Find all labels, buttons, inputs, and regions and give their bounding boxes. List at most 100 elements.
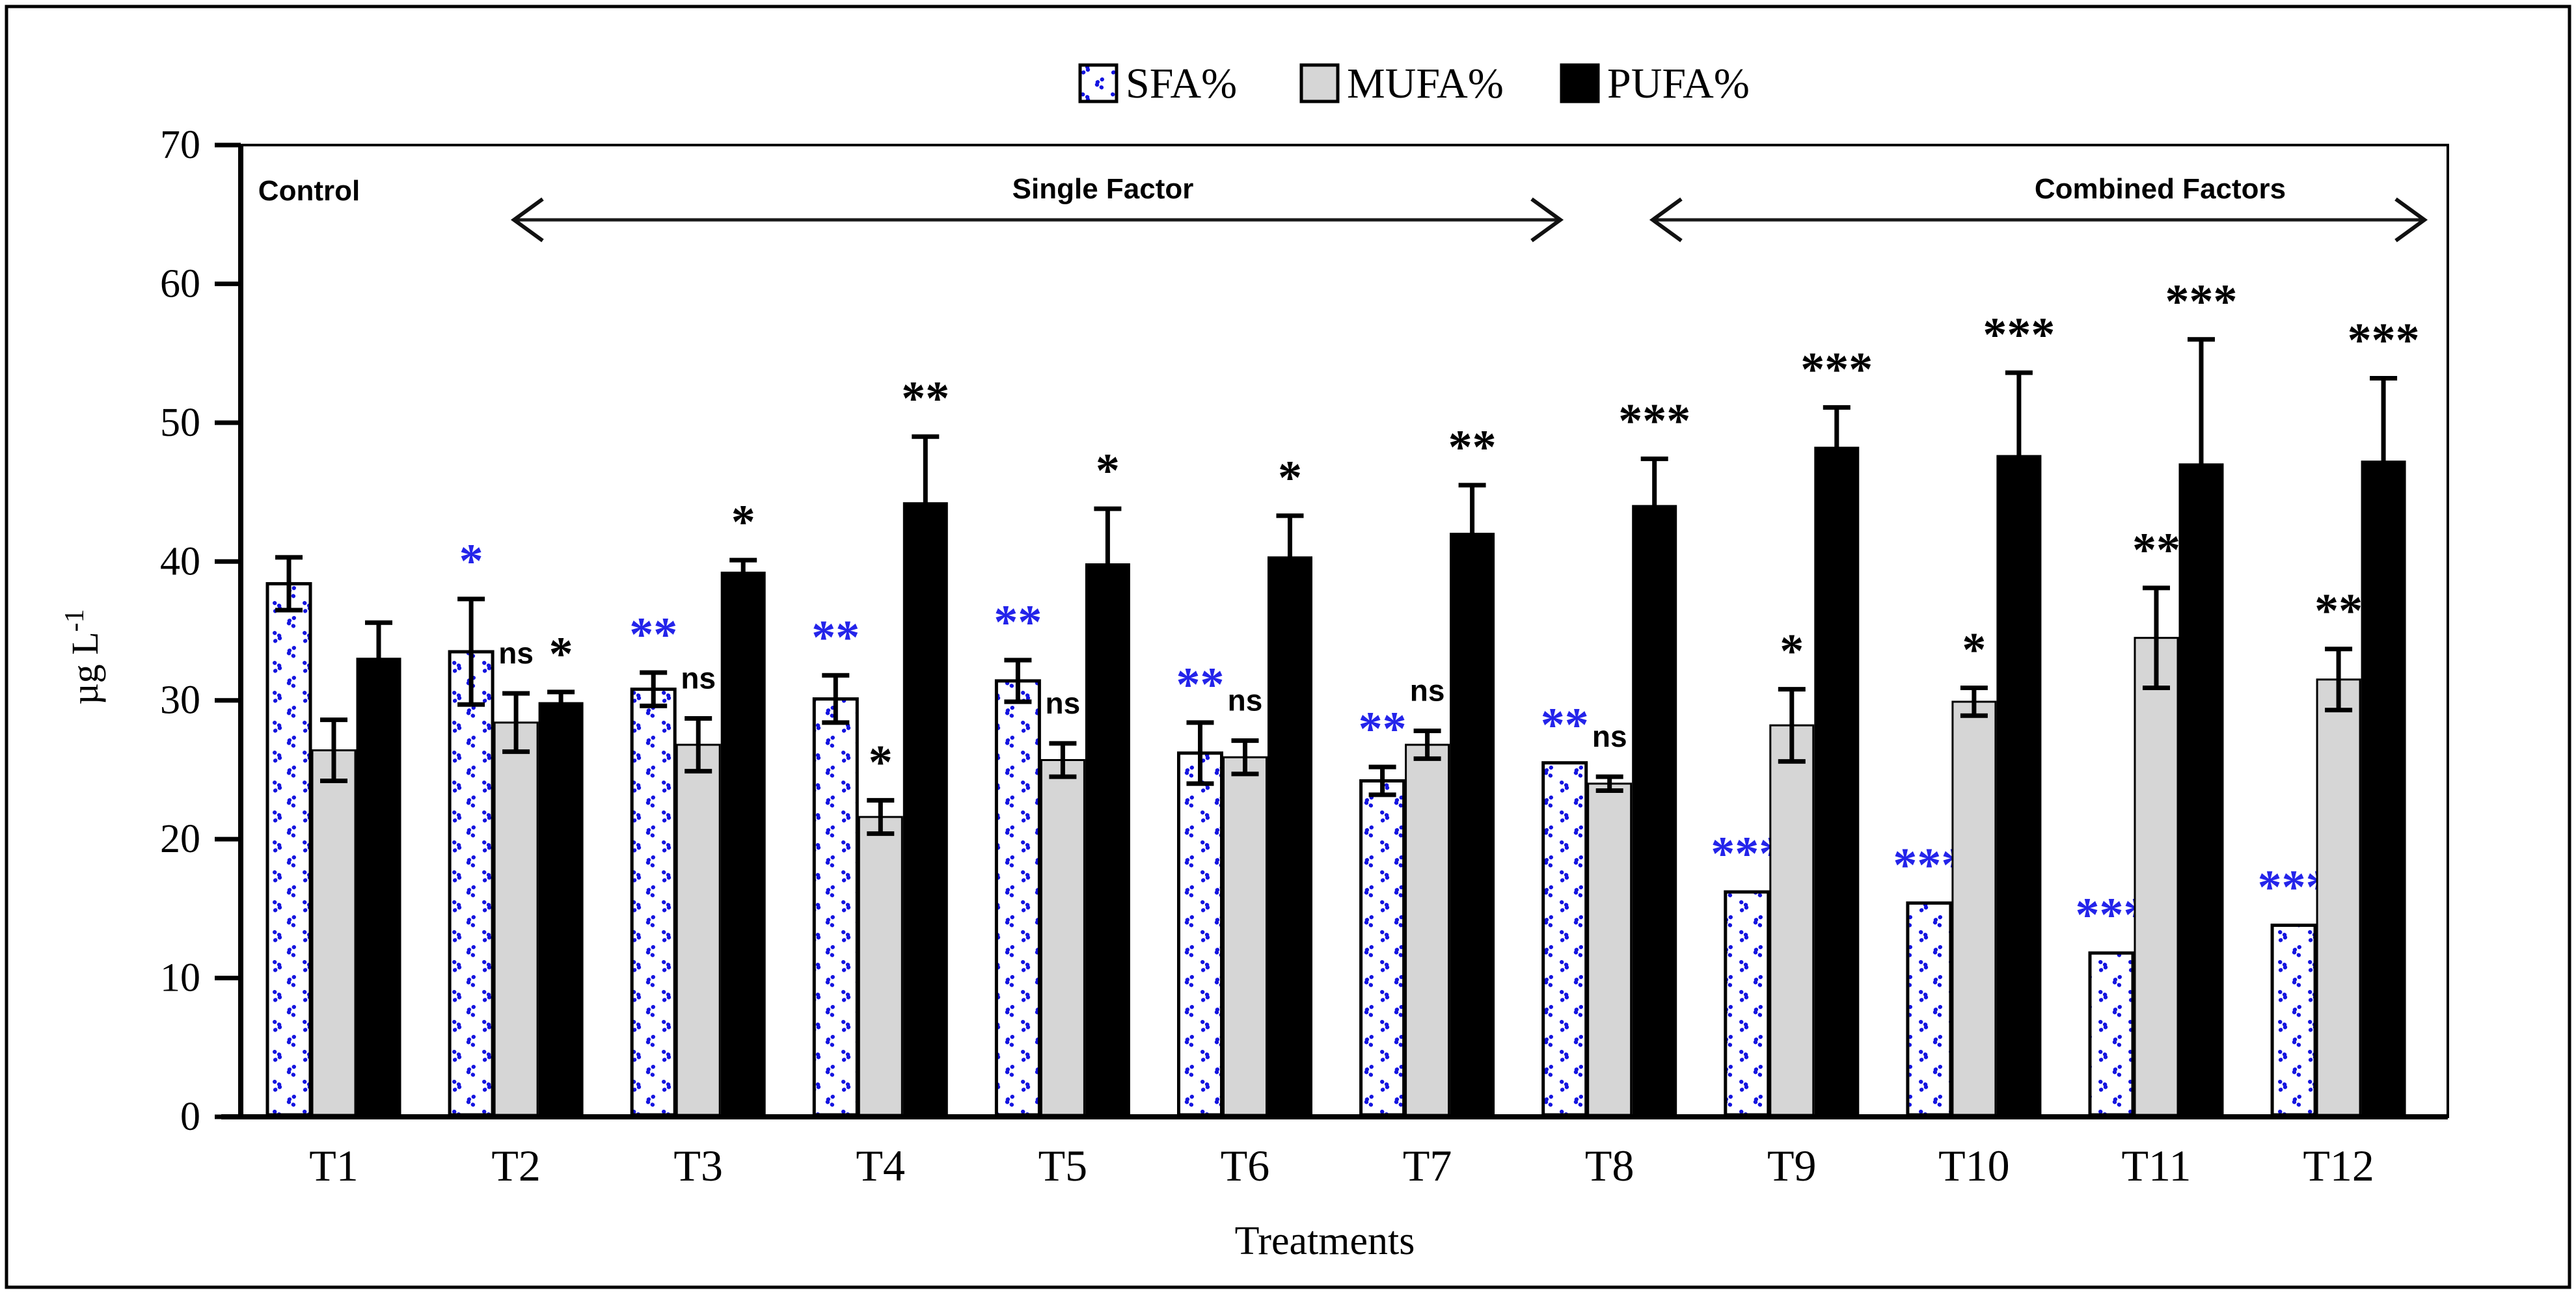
legend-item: SFA% <box>1078 60 1237 107</box>
bar-group-T2: * ns * <box>448 535 584 1117</box>
bar-T8-PUFA <box>1632 505 1677 1116</box>
bar-group-T8: ** ns *** <box>1541 394 1690 1117</box>
legend-label: PUFA% <box>1607 60 1750 107</box>
x-tick-label-T9: T9 <box>1767 1141 1817 1190</box>
significance-marker: ** <box>901 372 949 425</box>
legend-item: PUFA% <box>1560 60 1750 107</box>
legend-swatch-pufa <box>1560 63 1600 103</box>
y-tick-label: 30 <box>160 678 200 723</box>
x-tick-label-T11: T11 <box>2121 1141 2191 1190</box>
bar-T5-MUFA <box>1040 758 1085 1116</box>
ns-label: ns <box>681 661 716 695</box>
bar-group-T3: **ns * <box>629 496 766 1117</box>
bar-T9-SFA <box>1724 890 1770 1117</box>
x-tick-label-T2: T2 <box>491 1141 541 1190</box>
x-tick-label-T8: T8 <box>1585 1141 1634 1190</box>
x-axis-title: Treatments <box>1235 1219 1415 1263</box>
bar-T6-PUFA <box>1268 556 1312 1116</box>
significance-marker: *** <box>1983 308 2055 362</box>
bar-T1-MUFA <box>311 749 357 1116</box>
x-tick-label-T6: T6 <box>1221 1141 1270 1190</box>
significance-marker: * <box>1780 625 1804 678</box>
bar-T10-MUFA <box>1951 701 1997 1116</box>
x-tick-label-T3: T3 <box>673 1141 723 1190</box>
legend-item: MUFA% <box>1299 60 1504 107</box>
y-axis-title: µg L-1 <box>60 609 106 704</box>
bar-T4-PUFA <box>902 502 948 1116</box>
significance-marker: ** <box>1541 699 1589 752</box>
x-tick-label-T5: T5 <box>1038 1141 1088 1190</box>
bar-T9-MUFA <box>1769 724 1815 1116</box>
bar-T9-PUFA <box>1814 446 1860 1116</box>
annotation-label: Single Factor <box>1012 173 1194 205</box>
bar-group-T11: ******** <box>2076 275 2238 1117</box>
x-tick-label-T4: T4 <box>856 1141 906 1190</box>
significance-marker: * <box>1278 451 1302 505</box>
y-tick-label: 10 <box>160 956 200 1000</box>
bar-T6-MUFA <box>1223 756 1268 1116</box>
ns-label: ns <box>1410 674 1445 708</box>
x-tick-label-T1: T1 <box>309 1141 359 1190</box>
bar-T11-SFA <box>2088 951 2135 1117</box>
bar-T7-SFA <box>1359 779 1406 1117</box>
y-tick-label: 50 <box>160 401 200 445</box>
bar-group-T1 <box>265 555 401 1117</box>
bar-T7-PUFA <box>1450 533 1495 1116</box>
bar-T1-PUFA <box>356 658 401 1116</box>
legend: SFA% MUFA% PUFA% <box>1078 60 1750 107</box>
bar-group-T9: ******* <box>1711 343 1873 1117</box>
bar-group-T6: ** ns * <box>1176 451 1312 1117</box>
x-tick-label-T10: T10 <box>1938 1141 2010 1190</box>
legend-label: MUFA% <box>1347 60 1504 107</box>
arrow-head-right <box>1530 197 1564 243</box>
bar-T12-PUFA <box>2361 461 2406 1116</box>
bar-T2-MUFA <box>493 721 539 1116</box>
significance-marker: ** <box>994 596 1042 649</box>
x-tick-label-T12: T12 <box>2303 1141 2374 1190</box>
bar-group-T4: ***** <box>811 372 949 1117</box>
significance-marker: ** <box>1359 702 1407 756</box>
bar-T4-MUFA <box>858 816 903 1116</box>
significance-marker: *** <box>1800 343 1873 396</box>
ns-label: ns <box>498 636 534 670</box>
bar-T6-SFA <box>1177 751 1223 1117</box>
bar-T8-SFA <box>1541 761 1588 1117</box>
significance-marker: *** <box>2348 314 2420 368</box>
bar-group-T7: **ns** <box>1359 421 1497 1117</box>
ns-label: ns <box>1592 719 1627 753</box>
bar-T5-SFA <box>994 679 1041 1117</box>
y-tick-label: 0 <box>180 1095 200 1139</box>
y-tick-label: 40 <box>160 539 200 583</box>
bar-T10-SFA <box>1906 901 1953 1117</box>
y-tick-label: 20 <box>160 817 200 861</box>
significance-marker: * <box>869 736 893 789</box>
significance-marker: * <box>459 535 483 588</box>
ns-label: ns <box>1228 684 1263 717</box>
bar-T8-MUFA <box>1587 782 1633 1116</box>
significance-marker: ** <box>2314 585 2363 638</box>
bar-T12-MUFA <box>2316 678 2361 1116</box>
significance-marker: ** <box>2132 524 2180 577</box>
figure-border <box>5 5 2571 1289</box>
bar-T12-SFA <box>2270 923 2317 1117</box>
bar-T11-PUFA <box>2178 463 2224 1116</box>
y-tick-label: 70 <box>160 123 200 167</box>
bar-T10-PUFA <box>1996 455 2042 1116</box>
significance-marker: ** <box>1176 658 1225 712</box>
arrow-head-right <box>2394 197 2428 243</box>
control-label: Control <box>258 175 360 207</box>
legend-swatch-mufa <box>1299 63 1340 103</box>
bar-T5-PUFA <box>1085 563 1130 1116</box>
bar-T2-SFA <box>448 650 495 1117</box>
bar-T2-PUFA <box>538 702 584 1116</box>
significance-marker: ** <box>629 608 677 662</box>
bar-T1-SFA <box>265 582 312 1117</box>
significance-marker: * <box>731 496 755 549</box>
bar-T3-MUFA <box>675 743 721 1116</box>
x-tick-label-T7: T7 <box>1403 1141 1452 1190</box>
significance-marker: *** <box>2165 275 2238 328</box>
ns-label: ns <box>1046 686 1081 720</box>
significance-marker: * <box>549 628 573 681</box>
